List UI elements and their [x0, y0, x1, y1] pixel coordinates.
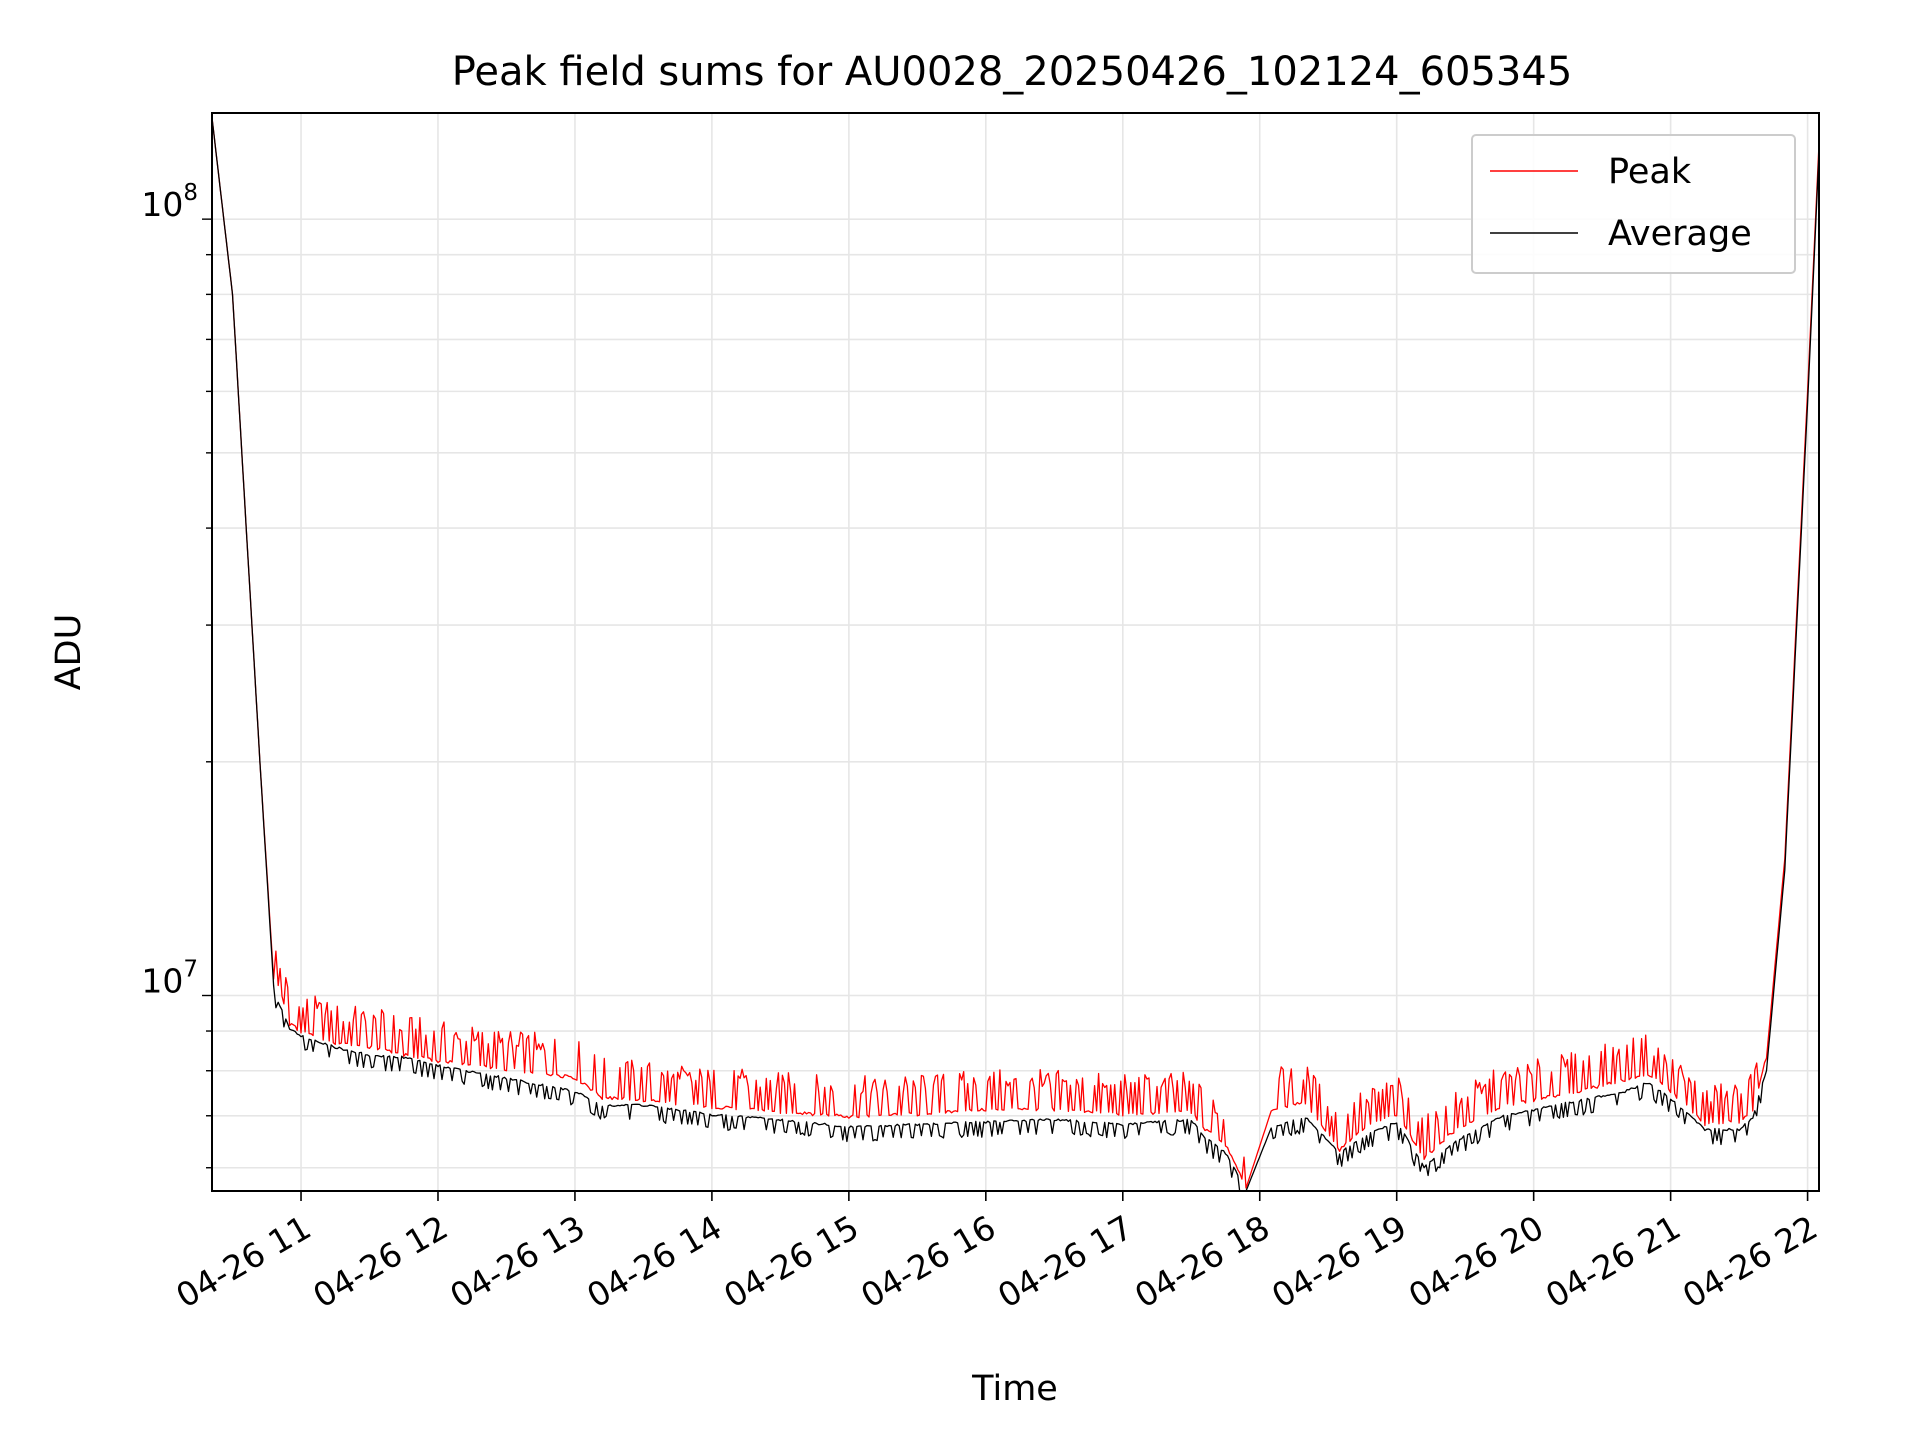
y-tick-exponent: 8: [183, 180, 198, 206]
y-tick-exponent: 7: [183, 957, 198, 983]
y-tick-label: 108: [141, 180, 198, 224]
peak-series-line: [212, 117, 1819, 1189]
legend-average-label: Average: [1608, 214, 1752, 254]
legend-peak-label: Peak: [1608, 152, 1692, 192]
average-series-line: [212, 117, 1819, 1191]
series-layer: [212, 117, 1819, 1191]
plot-frame: [211, 112, 1820, 1192]
y-tick-label: 107: [141, 957, 198, 1001]
legend: Peak Average: [1471, 134, 1796, 274]
chart-title: Peak field sums for AU0028_20250426_1021…: [452, 49, 1573, 95]
x-axis-label: Time: [971, 1369, 1058, 1409]
legend-box: [1471, 134, 1796, 274]
y-axis-label: ADU: [49, 614, 89, 691]
